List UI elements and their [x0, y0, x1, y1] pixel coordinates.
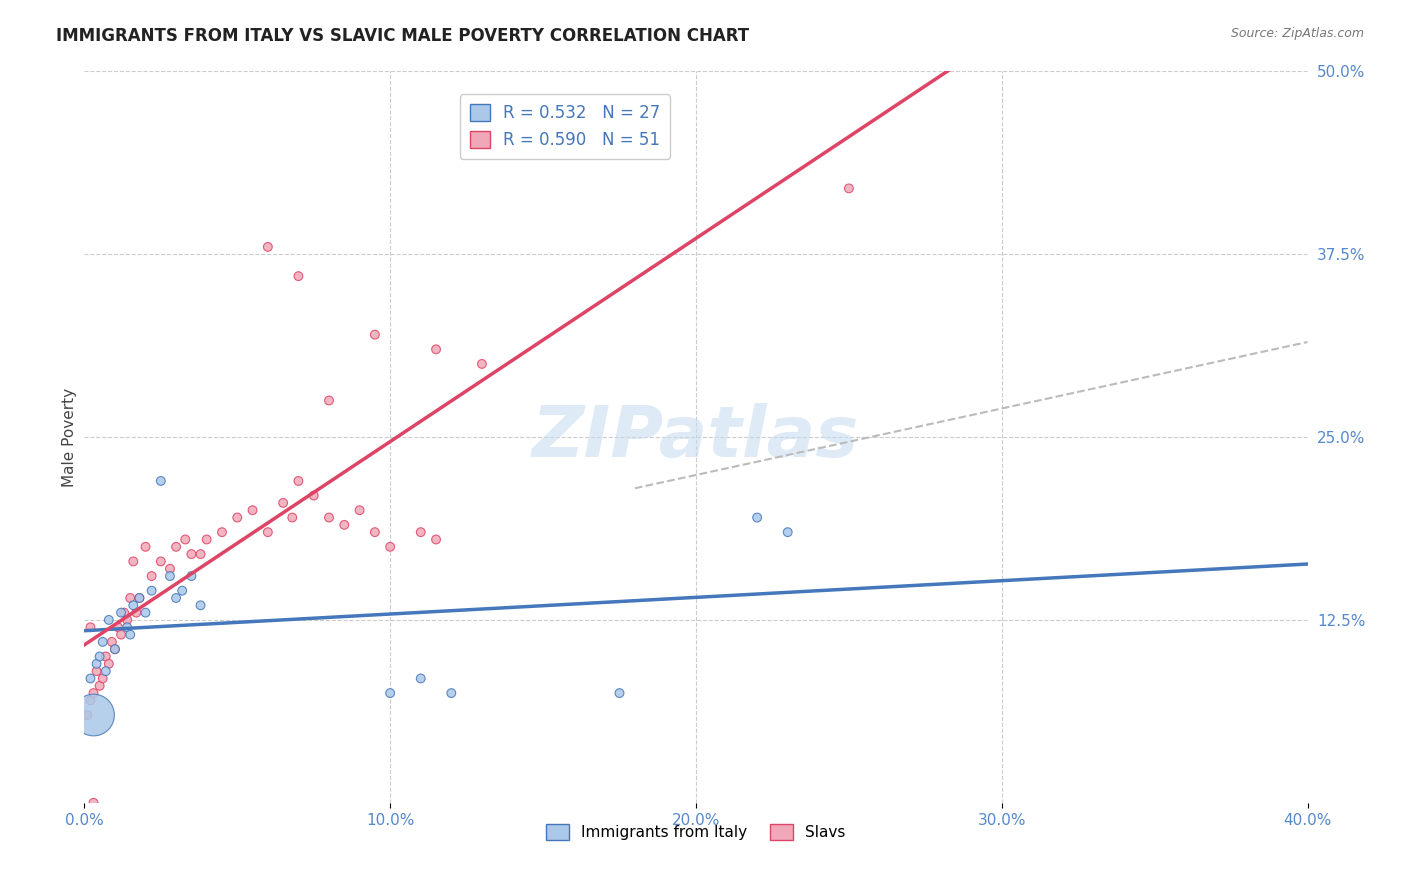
- Point: [364, 525, 387, 540]
- Point: [318, 393, 340, 408]
- Point: [838, 181, 860, 195]
- Point: [349, 503, 371, 517]
- Point: [380, 540, 402, 554]
- Point: [364, 327, 387, 342]
- Point: [83, 796, 105, 810]
- Point: [110, 606, 132, 620]
- Point: [79, 672, 101, 686]
- Point: [440, 686, 463, 700]
- Point: [112, 606, 135, 620]
- Point: [333, 517, 356, 532]
- Point: [271, 496, 294, 510]
- Point: [747, 510, 769, 524]
- Point: [83, 708, 105, 723]
- Point: [165, 591, 187, 605]
- Text: Source: ZipAtlas.com: Source: ZipAtlas.com: [1230, 27, 1364, 40]
- Point: [226, 510, 249, 524]
- Point: [141, 583, 163, 598]
- Point: [125, 606, 148, 620]
- Point: [83, 686, 105, 700]
- Point: [195, 533, 218, 547]
- Point: [165, 540, 187, 554]
- Point: [120, 591, 142, 605]
- Point: [190, 547, 212, 561]
- Point: [135, 606, 157, 620]
- Point: [159, 569, 181, 583]
- Point: [425, 533, 447, 547]
- Point: [104, 642, 127, 657]
- Point: [180, 569, 202, 583]
- Point: [257, 525, 280, 540]
- Point: [776, 525, 799, 540]
- Point: [89, 649, 111, 664]
- Point: [180, 547, 202, 561]
- Point: [141, 569, 163, 583]
- Point: [302, 489, 325, 503]
- Point: [91, 672, 114, 686]
- Point: [409, 525, 432, 540]
- Point: [149, 554, 172, 568]
- Point: [76, 708, 98, 723]
- Point: [211, 525, 233, 540]
- Point: [101, 635, 124, 649]
- Point: [97, 613, 120, 627]
- Point: [380, 686, 402, 700]
- Point: [89, 679, 111, 693]
- Point: [120, 627, 142, 641]
- Point: [104, 642, 127, 657]
- Y-axis label: Male Poverty: Male Poverty: [62, 387, 77, 487]
- Point: [128, 591, 150, 605]
- Point: [122, 599, 145, 613]
- Point: [174, 533, 197, 547]
- Point: [91, 635, 114, 649]
- Point: [94, 649, 117, 664]
- Point: [115, 613, 138, 627]
- Point: [281, 510, 304, 524]
- Point: [159, 562, 181, 576]
- Point: [128, 591, 150, 605]
- Point: [79, 693, 101, 707]
- Point: [149, 474, 172, 488]
- Point: [79, 620, 101, 634]
- Point: [97, 657, 120, 671]
- Point: [409, 672, 432, 686]
- Point: [190, 599, 212, 613]
- Point: [86, 657, 108, 671]
- Point: [110, 627, 132, 641]
- Point: [471, 357, 494, 371]
- Point: [318, 510, 340, 524]
- Point: [257, 240, 280, 254]
- Point: [172, 583, 194, 598]
- Legend: Immigrants from Italy, Slavs: Immigrants from Italy, Slavs: [540, 818, 852, 847]
- Text: ZIPatlas: ZIPatlas: [533, 402, 859, 472]
- Point: [287, 474, 309, 488]
- Point: [287, 269, 309, 284]
- Point: [122, 554, 145, 568]
- Point: [86, 664, 108, 678]
- Point: [115, 620, 138, 634]
- Point: [425, 343, 447, 357]
- Point: [242, 503, 264, 517]
- Point: [94, 664, 117, 678]
- Point: [135, 540, 157, 554]
- Text: IMMIGRANTS FROM ITALY VS SLAVIC MALE POVERTY CORRELATION CHART: IMMIGRANTS FROM ITALY VS SLAVIC MALE POV…: [56, 27, 749, 45]
- Point: [107, 620, 129, 634]
- Point: [609, 686, 631, 700]
